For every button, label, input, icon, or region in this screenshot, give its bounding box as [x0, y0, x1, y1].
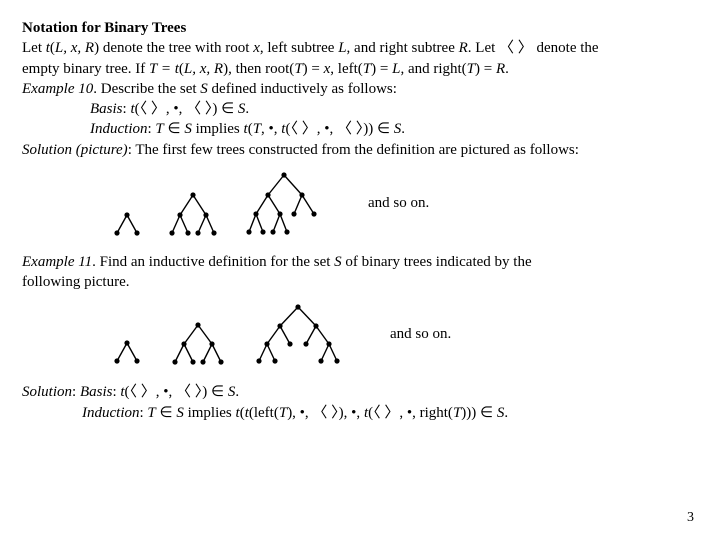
t: Example 10: [22, 81, 93, 97]
t: S: [200, 81, 208, 97]
t: Basis: [90, 101, 123, 117]
tree-row-2: and so on.: [22, 302, 698, 366]
t: Solution (picture): [22, 142, 128, 158]
t: , and right(: [400, 61, 466, 77]
induction-10: Induction: T ∈ S implies t(T, •, t(〈 〉, …: [22, 119, 698, 139]
t: , •,: [261, 121, 281, 137]
t: ) =: [371, 61, 392, 77]
t: Example 11: [22, 254, 92, 270]
t: (left(: [249, 405, 279, 421]
para-2: empty binary tree. If T = t(L, x, R), th…: [22, 59, 698, 79]
t: S: [334, 254, 342, 270]
tree-b3: [254, 302, 342, 366]
heading: Notation for Binary Trees: [22, 18, 698, 38]
t: , and right subtree: [347, 40, 459, 56]
t: T: [147, 405, 155, 421]
t: (〈 〉, •, 〈 〉)) ∈: [285, 121, 393, 137]
and-so-on-1: and so on.: [368, 195, 429, 212]
t: . Find an inductive definition for the s…: [92, 254, 334, 270]
t: L: [338, 40, 346, 56]
para-1: Let t(L, x, R) denote the tree with root…: [22, 38, 698, 58]
t: empty binary tree. If: [22, 61, 149, 77]
heading-text: Notation for Binary Trees: [22, 20, 186, 36]
t: of binary trees indicated by the: [342, 254, 532, 270]
t: .: [245, 101, 249, 117]
t: . Describe the set: [93, 81, 200, 97]
t: T: [363, 61, 371, 77]
t: implies: [192, 121, 244, 137]
t: Let: [22, 40, 46, 56]
basis-10: Basis: t(〈 〉, •, 〈 〉) ∈ S.: [22, 99, 698, 119]
solution-11-basis: Solution: Basis: t(〈 〉, •, 〈 〉) ∈ S.: [22, 382, 698, 402]
t: T: [279, 405, 287, 421]
t: x: [253, 40, 260, 56]
tree-b1: [112, 338, 142, 366]
t: ∈: [156, 405, 177, 421]
t: (〈 〉, •, 〈 〉) ∈: [125, 384, 228, 400]
tree-row-1: and so on.: [22, 170, 698, 238]
tree-2: [168, 190, 218, 238]
t: Basis: [80, 384, 113, 400]
t: R: [459, 40, 468, 56]
t: R: [496, 61, 505, 77]
t: T: [253, 121, 261, 137]
t: implies: [184, 405, 236, 421]
t: , left(: [330, 61, 362, 77]
t: ))) ∈: [461, 405, 497, 421]
t: Solution: [22, 384, 72, 400]
t: (〈 〉, •, right(: [368, 405, 453, 421]
example-10: Example 10. Describe the set S defined i…: [22, 79, 698, 99]
t: .: [235, 384, 239, 400]
t: T: [467, 61, 475, 77]
t: ) denote the tree with root: [94, 40, 253, 56]
tree-3: [244, 170, 322, 238]
page-number: 3: [687, 510, 694, 526]
t: ), •, 〈 〉), •,: [287, 405, 364, 421]
t: ∈: [164, 121, 185, 137]
t: T = t: [149, 61, 179, 77]
t: ) =: [303, 61, 324, 77]
t: .: [505, 61, 509, 77]
solution-10: Solution (picture): The first few trees …: [22, 140, 698, 160]
t: T: [155, 121, 163, 137]
example-11: Example 11. Find an inductive definition…: [22, 252, 698, 272]
t: :: [72, 384, 80, 400]
t: ) =: [475, 61, 496, 77]
and-so-on-2: and so on.: [390, 326, 451, 343]
tree-1: [112, 210, 142, 238]
t: T: [294, 61, 302, 77]
t: L, x, R: [184, 61, 223, 77]
t: S: [184, 121, 192, 137]
t: Induction: [90, 121, 148, 137]
t: . Let 〈 〉 denote the: [468, 40, 599, 56]
t: , left subtree: [260, 40, 338, 56]
t: S: [176, 405, 184, 421]
t: .: [504, 405, 508, 421]
t: : The first few trees constructed from t…: [128, 142, 579, 158]
solution-11-induction: Induction: T ∈ S implies t(t(left(T), •,…: [22, 403, 698, 423]
tree-b2: [170, 320, 226, 366]
example-11b: following picture.: [22, 272, 698, 292]
t: L, x, R: [55, 40, 94, 56]
t: .: [401, 121, 405, 137]
t: (〈 〉, •, 〈 〉) ∈: [135, 101, 238, 117]
t: ), then root(: [223, 61, 294, 77]
t: defined inductively as follows:: [208, 81, 397, 97]
t: Induction: [82, 405, 140, 421]
